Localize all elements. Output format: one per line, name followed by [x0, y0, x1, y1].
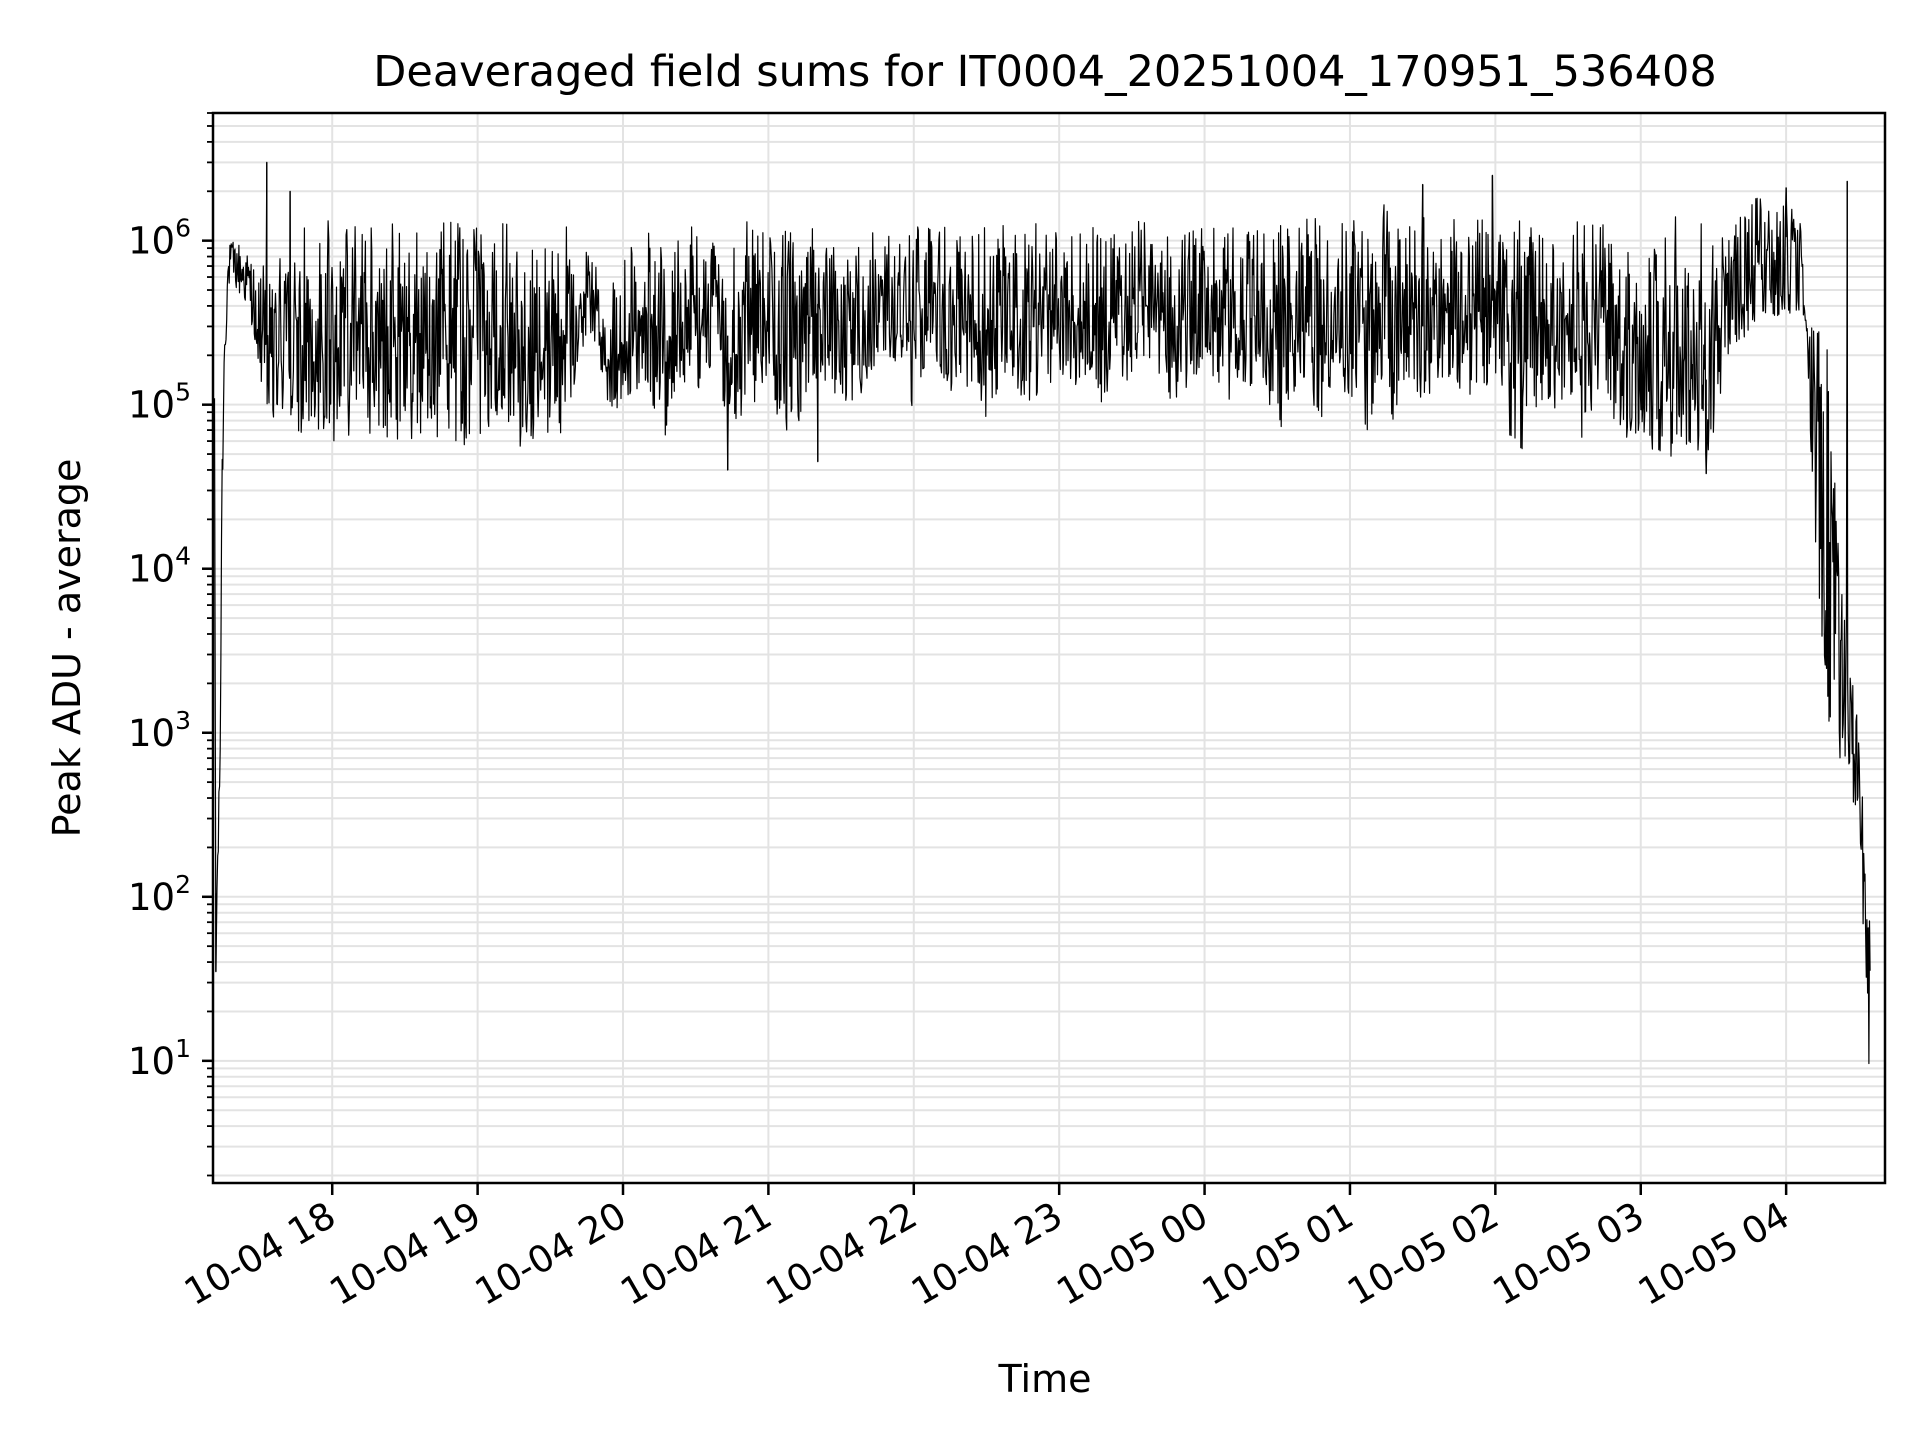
x-tick-label: 10-04 18: [177, 1194, 343, 1314]
chart-title: Deaveraged field sums for IT0004_2025100…: [373, 47, 1716, 97]
plot-area-frame: [211, 111, 1887, 1185]
x-tick-label: 10-05 02: [1340, 1194, 1506, 1314]
y-tick-label: 101: [128, 1034, 191, 1083]
x-tick-label: 10-04 20: [468, 1194, 634, 1314]
x-tick-label: 10-05 04: [1631, 1194, 1797, 1314]
x-tick-label: 10-05 01: [1195, 1194, 1361, 1314]
y-axis-ticks: 101 102 103 104 105 106: [128, 112, 213, 1177]
y-tick-label: 104: [128, 542, 191, 591]
y-axis-label: Peak ADU - average: [45, 459, 89, 838]
y-tick-label: 106: [128, 214, 191, 263]
y-tick-label: 105: [128, 378, 191, 427]
y-tick-label: 103: [128, 706, 191, 755]
x-axis-label: Time: [998, 1357, 1092, 1401]
x-tick-label: 10-04 21: [613, 1194, 779, 1314]
series-layer: [213, 161, 1871, 1065]
x-tick-label: 10-04 19: [323, 1194, 489, 1314]
series-line-peak-adu: [213, 161, 1871, 1065]
y-tick-label: 102: [128, 870, 191, 919]
x-tick-label: 10-05 00: [1049, 1194, 1215, 1314]
x-tick-label: 10-04 22: [759, 1194, 925, 1314]
x-tick-label: 10-04 23: [904, 1194, 1070, 1314]
x-tick-label: 10-05 03: [1486, 1194, 1652, 1314]
grid: [213, 112, 1885, 1183]
